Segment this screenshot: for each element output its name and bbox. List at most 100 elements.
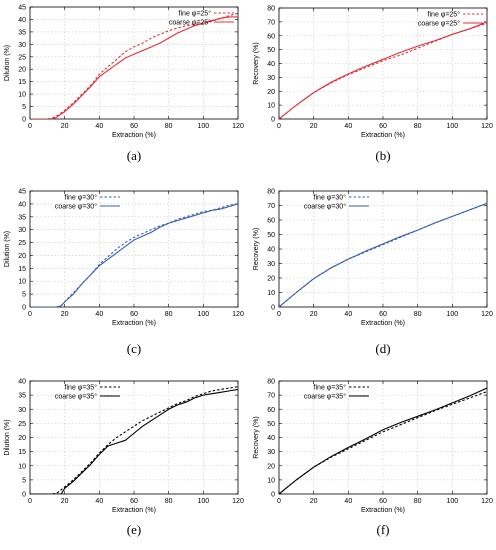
grid — [279, 381, 487, 494]
y-tick-label: 40 — [18, 201, 26, 208]
x-tick-label: 100 — [446, 498, 458, 505]
y-tick-label: 30 — [267, 75, 275, 82]
y-tick-label: 50 — [267, 421, 275, 428]
y-tick-label: 80 — [267, 189, 275, 196]
x-tick-label: 100 — [197, 311, 209, 318]
panel-label: (e) — [126, 522, 142, 537]
legend: fine φ=35°coarse φ=35° — [304, 383, 369, 400]
x-tick-label: 40 — [95, 123, 103, 130]
x-tick-label: 80 — [165, 123, 173, 130]
y-tick-label: 35 — [18, 29, 26, 36]
y-tick-label: 25 — [18, 421, 26, 428]
legend-label: fine φ=35° — [65, 383, 98, 391]
y-tick-label: 70 — [267, 393, 275, 400]
legend-label: fine φ=25° — [428, 10, 461, 18]
legend-label: coarse φ=35° — [304, 392, 346, 400]
x-tick-label: 0 — [28, 311, 32, 318]
y-tick-label: 0 — [22, 305, 26, 312]
legend: fine φ=30°coarse φ=30° — [304, 193, 369, 210]
legend-label: fine φ=35° — [314, 383, 347, 391]
y-tick-label: 50 — [267, 232, 275, 239]
series-line-0 — [30, 386, 238, 494]
legend: fine φ=25°coarse φ=25° — [169, 9, 234, 26]
y-tick-label: 80 — [267, 6, 275, 13]
series-line-1 — [279, 21, 487, 119]
chart-e: 0 20 40 60 80 100 120 0 5 10 15 20 25 30 35 40 Extractio… — [4, 379, 244, 515]
y-axis-label: Dilution (%) — [4, 419, 11, 455]
x-tick-label: 40 — [95, 498, 103, 505]
y-tick-label: 5 — [22, 292, 26, 299]
x-axis-label: Extraction (%) — [361, 320, 405, 327]
y-tick-label: 60 — [267, 33, 275, 40]
y-tick-label: 10 — [267, 477, 275, 484]
y-tick-label: 60 — [267, 218, 275, 225]
y-tick-label: 20 — [267, 89, 275, 96]
legend-label: coarse φ=30° — [55, 202, 97, 210]
series-line-0 — [279, 391, 487, 494]
panel-label: (b) — [375, 148, 391, 163]
x-tick-label: 20 — [61, 123, 69, 130]
grid — [30, 381, 238, 494]
series-line-1 — [30, 388, 238, 494]
legend-label: fine φ=30° — [65, 193, 98, 201]
chart-f: 0 20 40 60 80 100 120 0 10 20 30 40 50 60 70 80 Extracti… — [253, 379, 493, 515]
x-tick-label: 0 — [28, 498, 32, 505]
x-tick-label: 120 — [481, 311, 493, 318]
x-tick-label: 100 — [197, 123, 209, 130]
legend: fine φ=25°coarse φ=25° — [418, 10, 483, 27]
x-tick-label: 80 — [414, 311, 422, 318]
panel-label: (d) — [375, 341, 391, 356]
y-tick-label: 45 — [18, 189, 26, 196]
y-tick-label: 40 — [267, 247, 275, 254]
y-tick-label: 40 — [267, 61, 275, 68]
x-tick-label: 60 — [130, 311, 138, 318]
y-tick-label: 20 — [267, 276, 275, 283]
x-tick-label: 0 — [277, 498, 281, 505]
legend: fine φ=35°coarse φ=35° — [55, 383, 120, 400]
x-tick-label: 80 — [165, 311, 173, 318]
y-axis-label: Recovery (%) — [253, 228, 260, 270]
x-tick-label: 40 — [344, 123, 352, 130]
y-axis-label: Dilution (%) — [4, 231, 11, 267]
y-tick-label: 50 — [267, 47, 275, 54]
x-tick-label: 120 — [232, 498, 244, 505]
chart-c: 0 20 40 60 80 100 120 0 5 10 15 20 25 30 35 40 45 Extract… — [4, 189, 244, 328]
grid — [279, 8, 487, 119]
y-tick-label: 15 — [18, 79, 26, 86]
panel-label: (a) — [126, 148, 142, 163]
y-tick-label: 0 — [271, 117, 275, 124]
legend-label: coarse φ=25° — [169, 18, 211, 26]
x-tick-label: 120 — [232, 123, 244, 130]
series-line-0 — [30, 12, 238, 119]
y-tick-label: 30 — [267, 261, 275, 268]
x-axis-label: Extraction (%) — [361, 507, 405, 514]
legend-label: coarse φ=30° — [304, 202, 346, 210]
x-axis-label: Extraction (%) — [112, 320, 156, 327]
y-tick-label: 0 — [22, 492, 26, 499]
y-tick-label: 30 — [18, 42, 26, 49]
series-line-1 — [279, 387, 487, 494]
x-tick-label: 20 — [61, 311, 69, 318]
x-tick-label: 60 — [130, 123, 138, 130]
y-axis-label: Dilution (%) — [4, 45, 11, 81]
x-axis-label: Extraction (%) — [112, 132, 156, 139]
x-tick-label: 80 — [414, 123, 422, 130]
x-tick-label: 0 — [277, 123, 281, 130]
x-tick-label: 40 — [95, 311, 103, 318]
y-axis-label: Recovery (%) — [253, 42, 260, 84]
y-tick-label: 45 — [18, 5, 26, 12]
y-tick-label: 0 — [271, 305, 275, 312]
y-tick-label: 5 — [22, 477, 26, 484]
y-tick-label: 15 — [18, 449, 26, 456]
y-tick-label: 20 — [267, 463, 275, 470]
y-tick-label: 20 — [18, 253, 26, 260]
y-tick-label: 10 — [267, 103, 275, 110]
y-tick-label: 40 — [18, 17, 26, 24]
y-tick-label: 80 — [267, 379, 275, 386]
x-tick-label: 100 — [446, 123, 458, 130]
x-axis-label: Extraction (%) — [112, 507, 156, 514]
x-tick-label: 60 — [379, 311, 387, 318]
chart-d: 0 20 40 60 80 100 120 0 10 20 30 40 50 60 70 80 Extracti… — [253, 189, 493, 328]
x-tick-label: 20 — [310, 311, 318, 318]
x-tick-label: 120 — [232, 311, 244, 318]
